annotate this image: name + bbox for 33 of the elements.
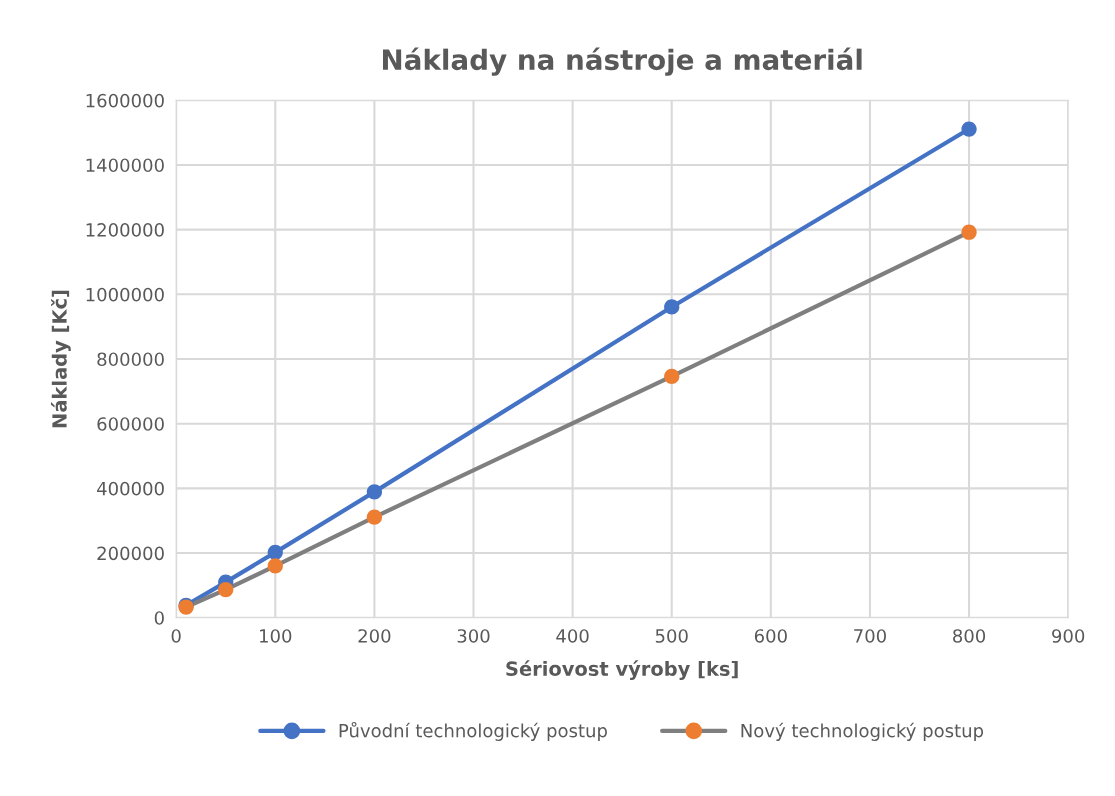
point [961, 224, 977, 240]
x-tick-label: 900 [1052, 629, 1085, 643]
point [267, 544, 283, 561]
x-tick-label: 0 [171, 629, 181, 643]
point [267, 558, 283, 574]
point [664, 299, 680, 315]
point [366, 484, 383, 500]
x-tick-label: 400 [556, 629, 589, 643]
y-tick-label: 400000 [97, 481, 164, 496]
y-tick-label: 600000 [97, 417, 164, 431]
y-tick-label: 1400000 [86, 158, 164, 173]
y-tick-label: 800000 [97, 352, 164, 367]
y-tick-label: 200000 [97, 546, 164, 561]
point [218, 581, 234, 598]
point [664, 368, 680, 385]
x-tick-label: 200 [358, 629, 391, 643]
x-tick-label: 700 [854, 629, 886, 643]
x-tick-label: 100 [260, 629, 292, 643]
y-tick-label: 1200000 [86, 223, 164, 237]
y-tick-label: 1000000 [86, 287, 164, 302]
x-tick-label: 300 [457, 629, 490, 643]
legend-label: Původní technologický postup [339, 721, 607, 741]
legend-label: Nový technologický postup [741, 722, 984, 741]
x-tick-label: 800 [953, 629, 986, 643]
x-tick-label: 500 [655, 629, 688, 643]
chart-title: Náklady na nástroje a materiál [383, 47, 862, 76]
y-tick-label: 1600000 [86, 93, 164, 108]
point [366, 509, 383, 525]
y-tick-label: 0 [154, 611, 164, 625]
point [961, 121, 977, 137]
y-axis-title: Náklady [Kč] [51, 290, 71, 428]
x-tick-label: 600 [754, 629, 787, 643]
x-axis-title: Sériovost výroby [ks] [506, 660, 738, 680]
